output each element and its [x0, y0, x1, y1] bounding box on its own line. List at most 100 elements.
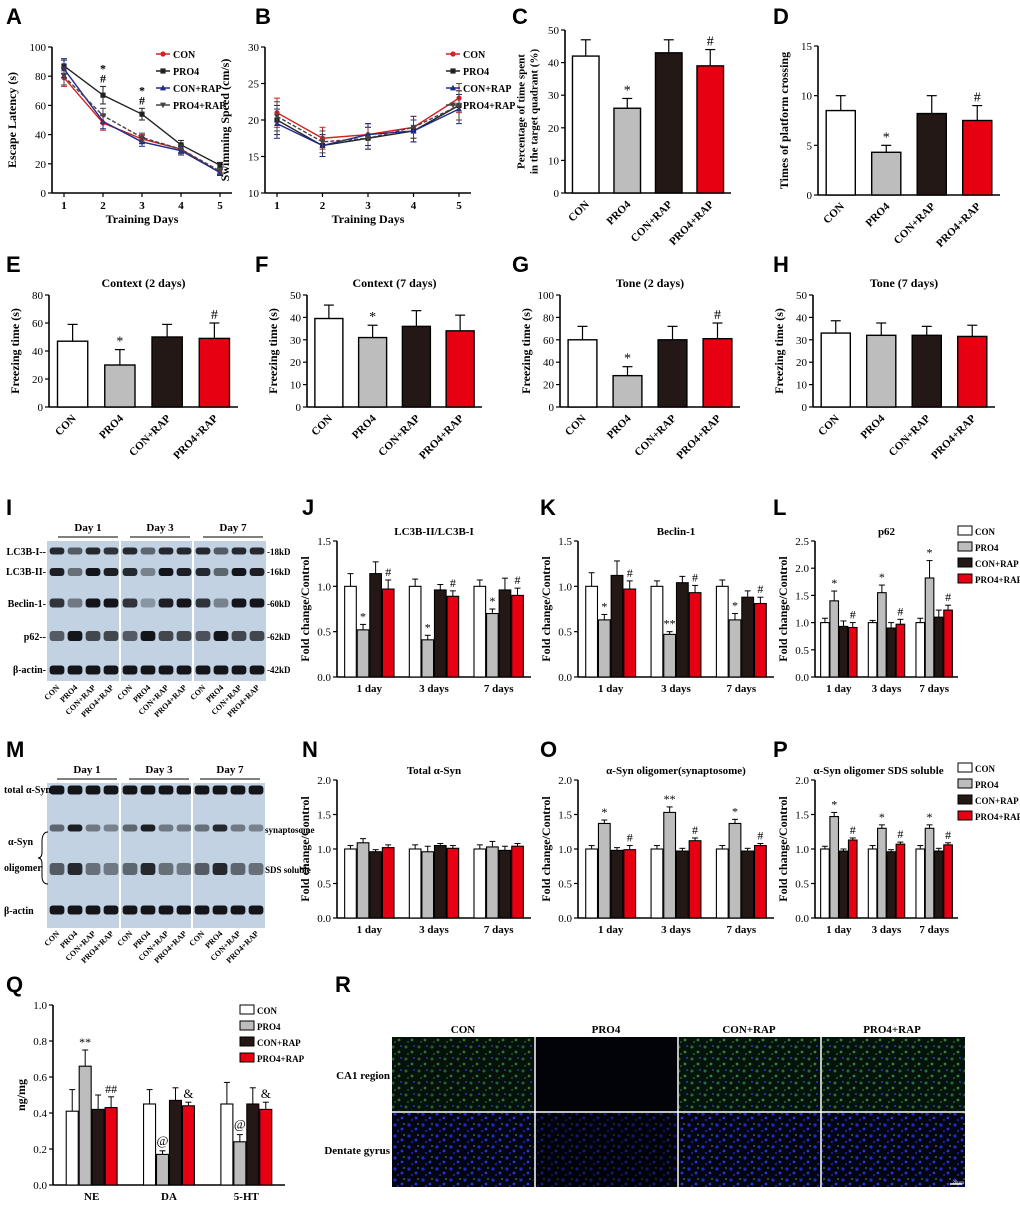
blotMbands-band	[194, 824, 210, 832]
panel-label-Q: Q	[6, 972, 23, 997]
A-xtick-label: 5	[217, 200, 223, 212]
A-point	[139, 135, 145, 141]
K-annotation: *	[732, 599, 738, 613]
blotMbands-band	[85, 785, 101, 795]
A-legend-label: CON	[173, 50, 196, 61]
blotMbands-band	[176, 785, 192, 795]
L-legend-label: PRO4+RAP	[975, 575, 1020, 585]
H-bar-PRO4	[865, 334, 897, 408]
N-bar-CON+RAP	[498, 849, 512, 919]
blotMbands-band	[103, 785, 119, 795]
J-ytick-label: 1.5	[317, 536, 331, 548]
blot-M-bands	[49, 785, 264, 915]
B-legend-label: PRO4+RAP	[463, 101, 515, 112]
blotIbands-band	[103, 631, 119, 641]
Q-legend-label: CON+RAP	[257, 1038, 301, 1048]
O-ytick-label: 0.0	[558, 913, 572, 925]
B-legend: CON PRO4 CON+RAP PRO4+RAP	[446, 50, 515, 112]
N-ytick-label: 1.5	[317, 810, 331, 822]
A-ytick-label: 60	[35, 100, 47, 112]
D-bar-CON+RAP	[916, 112, 948, 196]
B-xlabel: Training Days	[332, 212, 405, 226]
A-point	[178, 146, 184, 153]
G-annotation: *	[624, 352, 631, 367]
Q-annotation: &	[261, 1086, 271, 1101]
A-ylabel: Escape Latency (s)	[5, 72, 19, 168]
micro-row-dg: Dentate gyrus	[324, 1145, 390, 1157]
A-legend-marker	[160, 84, 166, 91]
C-bar-PRO4	[613, 107, 642, 194]
G-bar-PRO4+RAP	[702, 337, 733, 408]
L-bar-CON+RAP	[886, 627, 896, 678]
A-legend-label: PRO4	[173, 67, 199, 78]
blotIbands-band	[231, 631, 247, 641]
J-ytick-label: 0.5	[317, 627, 331, 639]
D-ytick-label: 0	[807, 190, 813, 202]
K-annotation: #	[627, 566, 633, 580]
K-bar-CON+RAP	[610, 574, 624, 678]
H-ylabel: Freezing time (s)	[772, 308, 786, 394]
blotMbands-band	[103, 905, 119, 915]
K-annotation: *	[601, 599, 607, 613]
G-ylabel: Freezing time (s)	[519, 308, 533, 394]
H-ytick-label: 40	[796, 312, 808, 324]
micro-col-con: CON	[451, 1024, 476, 1036]
N-ytick-label: 1.0	[317, 844, 331, 856]
N-ytick-label: 2.0	[317, 775, 331, 787]
L-category-label: 7 days	[919, 683, 949, 695]
Q-legend-swatch	[239, 1036, 255, 1047]
blot-M-day3-label: Day 3	[145, 764, 173, 776]
C-ytick-label: 10	[548, 155, 560, 167]
Q-bar-PRO4	[233, 1141, 247, 1186]
D-annotation: #	[974, 91, 981, 106]
K-ytick-label: 1.0	[558, 581, 572, 593]
blotIbands-band	[213, 598, 229, 608]
blot-I-kd-42: -42kD	[267, 665, 291, 675]
A-ytick-label: 0	[41, 188, 47, 200]
blotMbands-band	[140, 863, 156, 875]
micro-col-pro4: PRO4	[592, 1024, 621, 1036]
blot-M-day1-label: Day 1	[73, 764, 100, 776]
B-xtick-label: 3	[365, 200, 371, 212]
P-title: α-Syn oligomer SDS soluble	[813, 765, 943, 777]
C-category-label: PRO4+RAP	[667, 198, 716, 247]
J-bar-PRO4+RAP	[446, 595, 460, 678]
blotMbands-band	[140, 824, 156, 832]
blotIbands-band	[85, 598, 101, 608]
blot-I-row-label-actin: β-actin-	[13, 665, 46, 676]
F-ytick-label: 0	[296, 402, 302, 414]
blotIbands-band	[122, 665, 138, 675]
A-annotation: #	[100, 71, 106, 85]
N-category-label: 1 day	[357, 924, 383, 936]
B-xtick-label: 1	[274, 200, 280, 212]
P-annotation: #	[945, 828, 951, 842]
C-annotation: #	[707, 35, 714, 50]
blotIbands-band	[158, 598, 174, 608]
Q-legend-swatch	[239, 1004, 255, 1015]
D-ytick-label: 15	[801, 41, 813, 53]
blotMbands-band	[140, 785, 156, 795]
blotMbands-band	[212, 785, 228, 795]
blot-M-synaptosome-label: synaptosome	[265, 825, 315, 835]
C-ytick-label: 30	[548, 90, 560, 102]
G-bar-CON	[567, 339, 598, 408]
Q-legend-label: PRO4	[257, 1022, 281, 1032]
A-xlabel: Training Days	[106, 212, 179, 226]
blotIbands-band	[158, 568, 174, 576]
blotMbands-band	[49, 905, 65, 915]
B-xtick-label: 4	[411, 200, 417, 212]
J-bar-CON	[473, 585, 487, 678]
micro-ca1-pro4rap	[822, 1037, 965, 1111]
F-ytick-label: 20	[290, 357, 302, 369]
E-bar-CON	[56, 340, 89, 408]
blot-M-oligomer-label-1: α-Syn	[8, 837, 33, 848]
A-legend-label: PRO4+RAP	[173, 101, 225, 112]
G-category-label: PRO4+RAP	[674, 412, 723, 461]
blotIbands-band	[213, 631, 229, 641]
J-category-label: 3 days	[419, 683, 449, 695]
Q-category-label: 5-HT	[234, 1191, 260, 1203]
D-ytick-label: 10	[801, 91, 813, 103]
O-ytick-label: 1.0	[558, 844, 572, 856]
E-ylabel: Freezing time (s)	[8, 308, 22, 394]
